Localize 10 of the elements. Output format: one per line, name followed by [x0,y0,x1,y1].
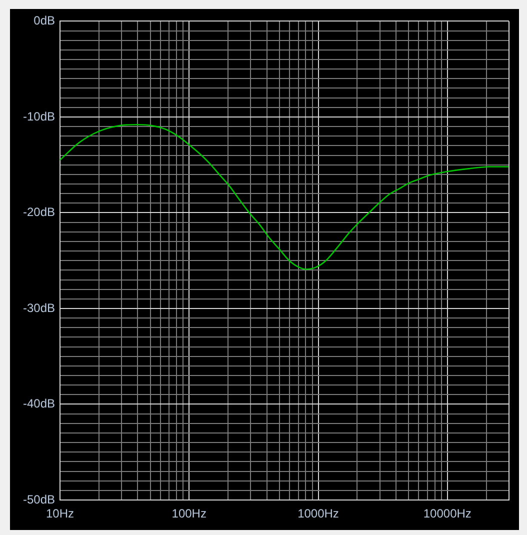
x-tick-label: 10Hz [46,506,74,521]
x-tick-label: 10000Hz [423,506,472,521]
y-tick-label: -30dB [22,300,55,315]
y-tick-label: -20dB [22,205,55,220]
y-tick-label: -50dB [22,492,55,506]
x-tick-label: 1000Hz [298,506,339,521]
x-tick-label: 100Hz [172,506,206,521]
y-tick-label: -40dB [22,396,55,411]
y-tick-label: 0dB [34,14,55,28]
y-tick-label: -10dB [22,109,55,124]
